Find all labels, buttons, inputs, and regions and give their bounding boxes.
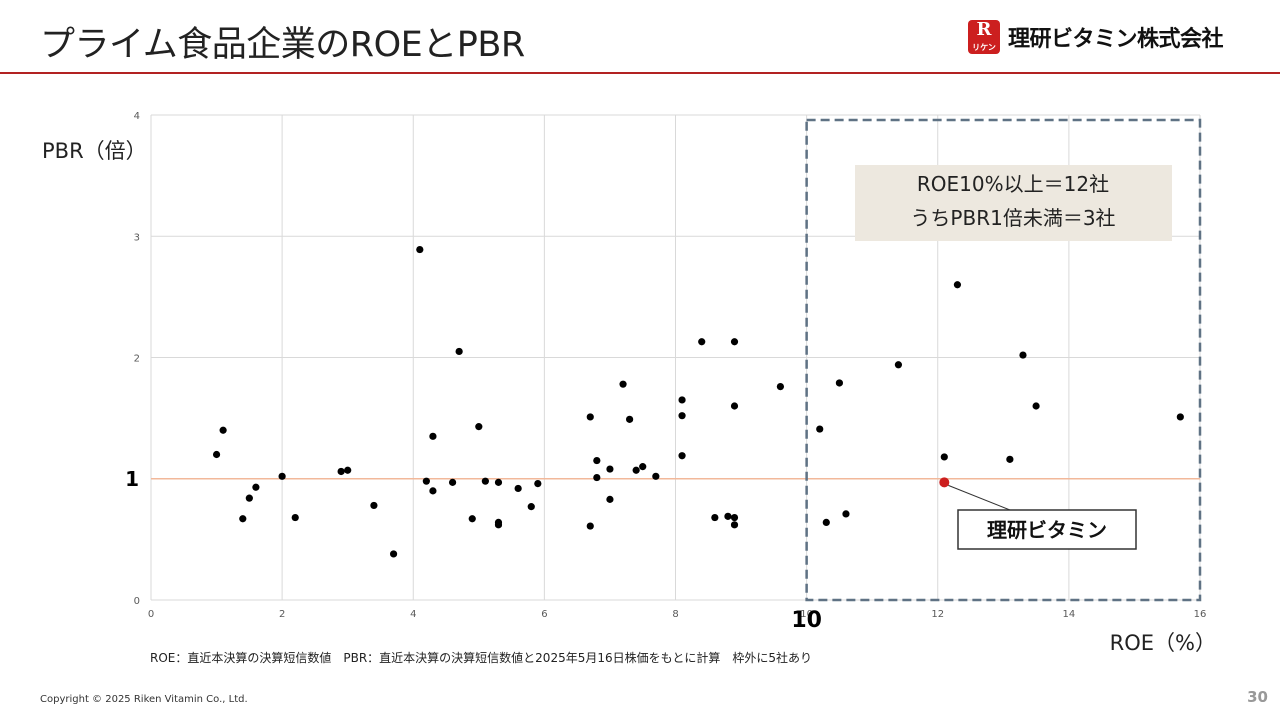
data-point — [448, 478, 457, 486]
data-point — [534, 480, 542, 488]
data-point — [776, 383, 785, 391]
x-tick-label: 6 — [541, 609, 547, 620]
x-tick-label: 12 — [931, 609, 944, 620]
chart-footnote: ROE：直近本決算の決算短信数値 PBR：直近本決算の決算短信数値と2025年5… — [150, 651, 813, 665]
callout-line: うちPBR1倍未満＝3社 — [910, 206, 1115, 230]
data-point — [422, 477, 430, 485]
highlight-leader-line — [948, 484, 1011, 511]
highlight-label: 理研ビタミン — [987, 518, 1107, 542]
data-point — [252, 483, 260, 491]
x-axis-label: ROE（%） — [1110, 631, 1216, 655]
data-point — [724, 512, 732, 520]
logo-mark-letter: R — [976, 20, 992, 40]
data-point — [455, 347, 463, 356]
y-tick-label: 3 — [134, 232, 140, 243]
data-point — [619, 380, 627, 388]
data-point — [416, 245, 424, 254]
data-point — [481, 477, 489, 485]
data-point — [429, 487, 437, 495]
data-point — [212, 450, 221, 459]
y-tick-label: 2 — [134, 354, 140, 365]
x-tick-label: 14 — [1063, 609, 1076, 620]
riken-logo-icon: R リケン — [968, 20, 1000, 54]
data-point — [370, 501, 378, 510]
x-tick-label: 10 — [800, 609, 813, 620]
callout-box — [855, 165, 1172, 241]
data-point — [291, 513, 299, 522]
data-point — [494, 478, 503, 486]
data-point — [494, 521, 503, 529]
page-number: 30 — [1247, 688, 1268, 706]
data-point — [730, 338, 739, 346]
data-point — [1032, 402, 1040, 410]
data-point — [429, 432, 437, 440]
data-point — [606, 465, 614, 473]
data-point — [593, 473, 601, 482]
data-point — [639, 463, 647, 471]
data-point — [678, 452, 686, 460]
company-logo: R リケン 理研ビタミン株式会社 — [968, 18, 1268, 56]
x-tick-label: 2 — [279, 609, 285, 620]
data-point — [337, 467, 345, 476]
copyright: Copyright © 2025 Riken Vitamin Co., Ltd. — [40, 694, 248, 705]
data-point — [239, 515, 247, 523]
data-point — [678, 396, 686, 404]
x-tick-label: 0 — [148, 609, 154, 620]
data-point — [698, 338, 706, 346]
data-point — [468, 515, 476, 523]
data-point — [344, 466, 352, 474]
data-point — [940, 453, 948, 461]
data-point — [730, 402, 739, 410]
data-point — [514, 484, 522, 493]
data-point — [730, 521, 739, 529]
data-point — [953, 281, 962, 289]
data-point — [711, 513, 719, 522]
data-point — [606, 495, 614, 503]
data-point — [632, 466, 640, 474]
data-point — [822, 518, 830, 527]
data-point — [586, 522, 594, 530]
data-point — [219, 426, 227, 434]
data-point — [626, 415, 634, 423]
roe-10-plus-region — [805, 118, 1202, 602]
x-marker-label: 10 — [791, 608, 822, 633]
data-point — [586, 413, 594, 421]
x-tick-label: 16 — [1194, 609, 1207, 620]
data-point — [730, 513, 739, 522]
x-tick-label: 4 — [410, 609, 416, 620]
callout-line: ROE10%以上＝12社 — [917, 172, 1109, 196]
data-point — [816, 425, 824, 433]
data-point — [389, 550, 398, 558]
x-tick-label: 8 — [672, 609, 678, 620]
data-point — [652, 472, 660, 480]
data-point — [593, 456, 601, 465]
data-point — [475, 423, 483, 431]
data-point — [894, 361, 903, 369]
data-point — [527, 503, 535, 511]
y-axis-label: PBR（倍） — [42, 139, 147, 163]
data-point — [1176, 413, 1184, 421]
highlight-point-riken — [939, 477, 950, 488]
y-tick-label-emphasis: 1 — [125, 467, 139, 491]
y-tick-label: 0 — [134, 596, 140, 607]
data-point — [678, 412, 686, 420]
data-point — [278, 472, 286, 480]
slide-title: プライム食品企業のROEとPBR — [40, 25, 525, 65]
data-point — [842, 510, 850, 518]
highlight-label-box — [957, 509, 1137, 550]
data-point — [1006, 455, 1014, 463]
data-point — [835, 379, 844, 387]
logo-mark-sub: リケン — [972, 43, 996, 52]
header-divider — [0, 72, 1280, 74]
company-name: 理研ビタミン株式会社 — [1008, 27, 1224, 52]
data-point — [245, 494, 253, 502]
y-tick-label: 4 — [134, 111, 140, 122]
data-point — [1019, 351, 1027, 359]
